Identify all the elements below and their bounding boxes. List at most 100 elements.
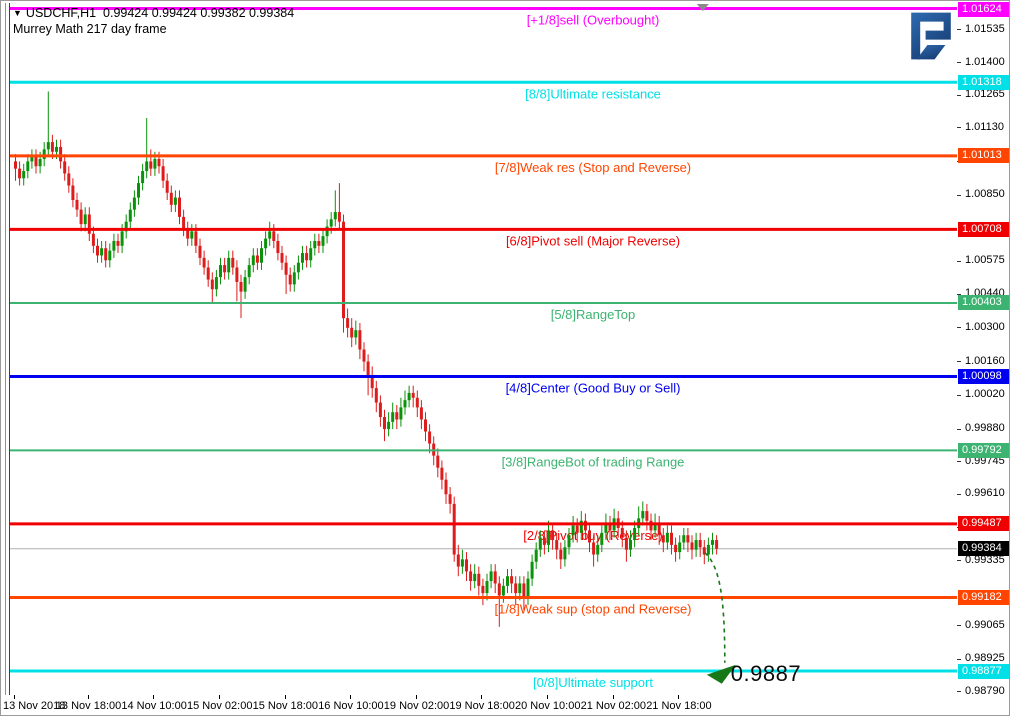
candle-body	[399, 407, 403, 420]
price-tick-label: 1.00850	[965, 188, 1005, 201]
candle-body	[608, 523, 612, 531]
candle-body	[497, 583, 501, 596]
level-caption-[+1/8]: [+1/8]sell (Overbought)	[527, 13, 660, 28]
candle-body	[34, 156, 38, 167]
candle-body	[75, 199, 79, 210]
candle-body	[350, 327, 354, 338]
level-caption-[4/8]: [4/8]Center (Good Buy or Sell)	[506, 381, 681, 396]
candle-body	[588, 530, 591, 543]
candle-body	[665, 532, 669, 543]
candle-body	[456, 554, 460, 567]
candle-body	[645, 511, 649, 521]
candle-body	[489, 571, 493, 582]
price-tick-mark	[957, 293, 961, 295]
indicator-name-label: Murrey Math 217 day frame	[13, 22, 167, 36]
time-tick-label: 21 Nov 18:00	[646, 700, 712, 712]
candle-body	[518, 583, 522, 594]
candle-body	[100, 248, 104, 256]
candle-body	[477, 573, 481, 586]
candle-body	[247, 265, 251, 278]
time-tick-label: 15 Nov 18:00	[252, 700, 319, 712]
level-caption-[5/8]: [5/8]RangeTop	[551, 307, 636, 322]
candle-body	[96, 245, 99, 256]
level-caption-[0/8]: [0/8]Ultimate support	[533, 675, 653, 690]
candle-body	[604, 523, 608, 533]
candle-body	[157, 158, 161, 167]
chevron-down-icon[interactable]: ▼	[13, 8, 22, 18]
candle-body	[301, 253, 304, 263]
price-tick-mark	[957, 327, 961, 329]
time-tick-label: 14 Nov 10:00	[121, 700, 187, 712]
price-tick-mark	[957, 461, 961, 463]
candle-body	[661, 535, 665, 543]
candle-body	[214, 277, 218, 290]
time-tick-mark	[87, 695, 89, 699]
candle-body	[649, 520, 653, 531]
candle-body	[124, 221, 128, 232]
time-tick-mark	[547, 695, 548, 699]
candle-body	[522, 583, 526, 598]
candle-body	[149, 161, 153, 169]
price-tick-mark	[957, 194, 961, 196]
candle-body	[292, 272, 296, 285]
candle-body	[227, 257, 231, 273]
candle-body	[141, 171, 145, 184]
candle-body	[686, 535, 690, 543]
candle-body	[333, 212, 337, 220]
candle-body	[694, 540, 698, 550]
candle-body	[653, 523, 657, 531]
candle-body	[567, 535, 571, 548]
candle-body	[596, 544, 600, 555]
candle-body	[678, 542, 682, 553]
price-tick-label: 0.99610	[965, 487, 1005, 500]
candle-body	[128, 209, 132, 222]
time-tick-mark	[350, 695, 352, 699]
price-tick-label: 1.00300	[965, 320, 1005, 333]
candle-body	[112, 240, 116, 251]
candle-body	[534, 549, 538, 562]
candle-body	[67, 173, 71, 186]
price-tick-mark	[957, 625, 961, 627]
time-tick-mark	[284, 695, 286, 699]
candle-body	[198, 245, 202, 258]
price-tick-mark	[957, 493, 961, 495]
candle-body	[178, 197, 181, 217]
time-tick-mark	[415, 695, 417, 699]
candle-body	[411, 392, 415, 398]
projection-arrowhead-icon	[706, 664, 736, 684]
level-price-badge: 1.01318	[958, 74, 1009, 90]
candle-body	[378, 402, 382, 418]
candle-body	[563, 547, 567, 560]
candle-body	[264, 238, 268, 249]
candle-body	[288, 274, 292, 285]
candle-body	[641, 511, 645, 519]
candle-body	[670, 532, 673, 545]
candle-body	[711, 540, 714, 545]
level-price-badge: 1.00708	[958, 221, 1009, 237]
candle-body	[18, 168, 22, 179]
price-tick-mark	[957, 127, 961, 129]
candle-body	[116, 240, 120, 246]
time-tick-label: 19 Nov 02:00	[383, 700, 450, 712]
candle-body	[137, 183, 140, 198]
time-axis[interactable]: 13 Nov 2018 13 Nov 18:00 14 Nov 10:00 15 No…	[1, 695, 1009, 715]
candle-body	[305, 253, 309, 261]
time-tick-label: 21 Nov 02:00	[580, 700, 647, 712]
candle-body	[440, 467, 444, 480]
candle-body	[280, 253, 284, 263]
candle-body	[506, 576, 509, 586]
price-tick-label: 1.01535	[965, 22, 1005, 35]
candle-body	[346, 318, 350, 328]
candle-body	[706, 544, 710, 555]
candle-body	[329, 219, 333, 227]
candle-body	[272, 231, 276, 241]
candle-body	[223, 265, 227, 273]
time-tick-label: 16 Nov 10:00	[318, 700, 384, 712]
candle-body	[526, 578, 530, 598]
price-tick-mark	[957, 361, 961, 363]
price-axis[interactable]: 1.015351.014001.012651.011301.009901.008…	[957, 1, 1009, 697]
time-tick-label: 13 Nov 18:00	[55, 700, 122, 712]
candle-body	[366, 361, 370, 377]
candle-body	[530, 561, 534, 579]
